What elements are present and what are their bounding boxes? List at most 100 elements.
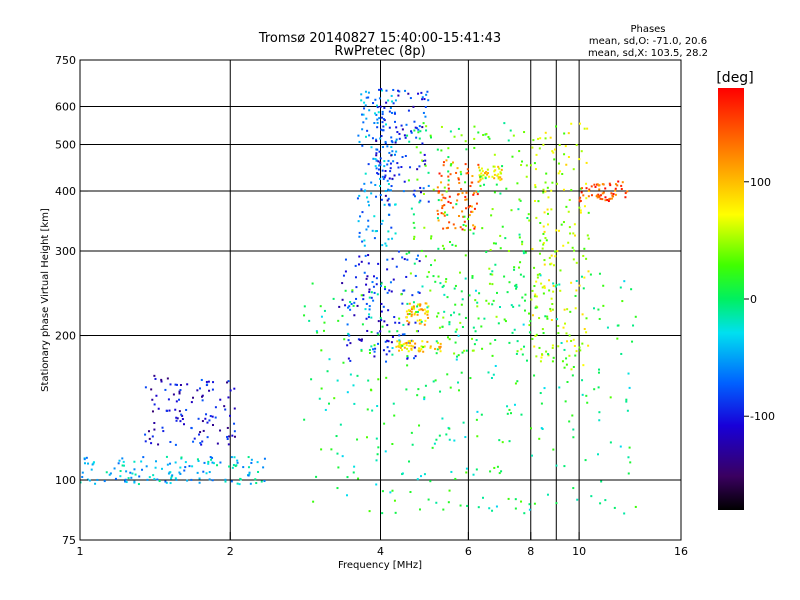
data-point	[364, 135, 367, 138]
data-point	[550, 254, 553, 257]
data-point	[361, 211, 364, 214]
data-point	[429, 289, 432, 292]
data-point	[598, 368, 601, 371]
data-point	[453, 439, 456, 442]
data-point	[174, 477, 177, 480]
data-point	[454, 303, 457, 306]
data-point	[472, 349, 475, 352]
data-point	[426, 306, 429, 309]
data-point	[398, 173, 401, 176]
data-point	[457, 354, 460, 357]
y-tick-label: 100	[55, 474, 76, 487]
data-point	[436, 186, 439, 189]
data-point	[583, 247, 586, 250]
data-point	[488, 267, 491, 270]
data-point	[379, 105, 382, 108]
data-point	[151, 410, 154, 413]
data-point	[491, 303, 494, 306]
data-point	[209, 415, 212, 418]
data-point	[410, 131, 413, 134]
data-point	[535, 216, 538, 219]
data-point	[553, 158, 556, 161]
data-point	[423, 153, 426, 156]
data-point	[385, 353, 388, 356]
data-point	[585, 187, 588, 190]
data-point	[207, 462, 210, 465]
data-point	[465, 148, 468, 151]
data-point	[429, 136, 432, 139]
data-point	[424, 302, 427, 305]
data-point	[538, 437, 541, 440]
data-point	[616, 337, 619, 340]
data-point	[368, 348, 371, 351]
data-point	[440, 212, 443, 215]
data-point	[391, 257, 394, 260]
data-point	[415, 330, 418, 333]
data-point	[540, 402, 543, 405]
data-point	[518, 266, 521, 269]
data-point	[201, 399, 204, 402]
data-point	[408, 251, 411, 254]
data-point	[405, 388, 408, 391]
data-point	[496, 174, 499, 177]
data-point	[360, 99, 363, 102]
data-point	[349, 359, 352, 362]
data-point	[547, 196, 550, 199]
data-point	[448, 338, 451, 341]
data-point	[571, 246, 574, 249]
data-point	[531, 146, 534, 149]
data-point	[406, 316, 409, 319]
data-point	[412, 345, 415, 348]
data-point	[551, 346, 554, 349]
data-point	[533, 285, 536, 288]
data-point	[512, 305, 515, 308]
data-point	[303, 305, 306, 308]
data-point	[516, 350, 519, 353]
data-point	[558, 283, 561, 286]
data-point	[380, 282, 383, 285]
data-point	[556, 318, 559, 321]
data-point	[456, 193, 459, 196]
data-point	[420, 249, 423, 252]
data-point	[333, 397, 336, 400]
data-point	[437, 275, 440, 278]
data-point	[406, 347, 409, 350]
data-point	[515, 283, 518, 286]
data-point	[391, 100, 394, 103]
data-point	[427, 184, 430, 187]
data-point	[161, 426, 164, 429]
data-point	[492, 165, 495, 168]
data-point	[384, 340, 387, 343]
data-point	[316, 331, 319, 334]
data-point	[388, 126, 391, 129]
data-point	[474, 225, 477, 228]
data-point	[579, 199, 582, 202]
data-point	[480, 325, 483, 328]
data-point	[399, 346, 402, 349]
data-point	[588, 188, 591, 191]
data-point	[354, 276, 357, 279]
data-point	[231, 434, 234, 437]
data-point	[513, 266, 516, 269]
data-point	[418, 308, 421, 311]
data-point	[361, 323, 364, 326]
data-point	[233, 407, 236, 410]
data-point	[170, 475, 173, 478]
data-point	[574, 307, 577, 310]
data-point	[138, 475, 141, 478]
data-point	[85, 456, 88, 459]
data-point	[169, 482, 172, 485]
data-point	[544, 237, 547, 240]
data-point	[464, 181, 467, 184]
data-point	[415, 127, 418, 130]
data-point	[169, 440, 172, 443]
data-point	[153, 374, 156, 377]
data-point	[468, 214, 471, 217]
data-point	[359, 215, 362, 218]
data-point	[226, 381, 229, 384]
data-point	[478, 174, 481, 177]
data-point	[426, 90, 429, 93]
data-point	[485, 250, 488, 253]
data-point	[550, 208, 553, 211]
data-point	[416, 319, 419, 322]
